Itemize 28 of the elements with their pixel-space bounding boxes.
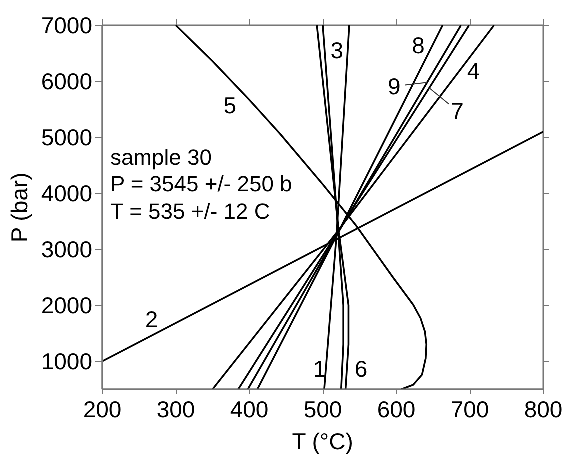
annotation: 1	[313, 356, 326, 382]
x-tick-label: 300	[156, 396, 196, 422]
annotation: 7	[451, 98, 464, 124]
y-tick-label: 3000	[41, 236, 93, 262]
annotation: 6	[354, 356, 368, 382]
y-tick-label: 7000	[41, 12, 93, 38]
y-axis-title: P (bar)	[6, 172, 32, 243]
x-axis-title: T (°C)	[292, 428, 354, 454]
annotation: 8	[412, 32, 425, 59]
x-tick-label: 600	[377, 396, 416, 422]
y-tick-label: 4000	[41, 180, 93, 206]
annotation: sample 30	[110, 144, 212, 170]
y-tick-label: 2000	[41, 292, 93, 318]
annotation: 4	[467, 58, 480, 84]
x-tick-label: 400	[230, 396, 269, 422]
y-tick-label: 6000	[41, 68, 93, 94]
x-tick-label: 200	[83, 396, 122, 422]
x-tick-label: 500	[304, 396, 342, 422]
annotation: 5	[224, 92, 237, 119]
y-tick-label: 1000	[41, 348, 93, 374]
annotation: T = 535 +/- 12 C	[110, 199, 270, 224]
annotation: 2	[145, 306, 158, 333]
annotation: 3	[330, 38, 344, 64]
x-tick-label: 700	[450, 396, 490, 422]
x-tick-label: 800	[524, 396, 563, 422]
annotation: P = 3545 +/- 250 b	[110, 172, 292, 197]
annotation: 9	[388, 74, 401, 100]
y-tick-label: 5000	[41, 124, 93, 150]
